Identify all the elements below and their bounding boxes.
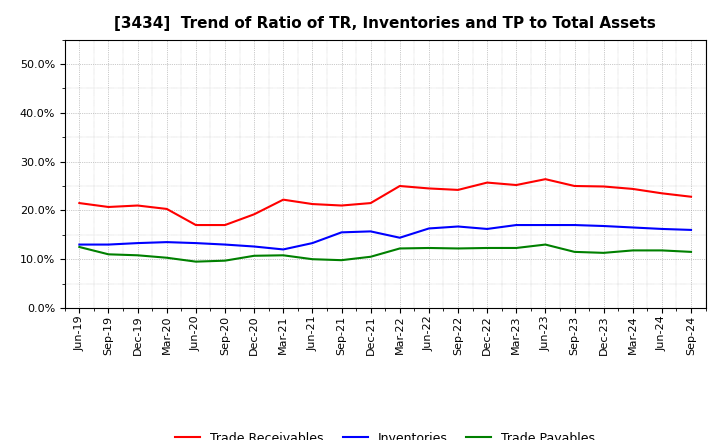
Trade Receivables	[570, 183, 579, 189]
Trade Payables	[512, 246, 521, 251]
Trade Receivables	[629, 186, 637, 191]
Trade Receivables	[337, 203, 346, 208]
Inventories	[308, 240, 317, 246]
Trade Receivables	[483, 180, 492, 185]
Trade Receivables	[541, 176, 550, 182]
Inventories	[366, 229, 375, 234]
Inventories	[163, 239, 171, 245]
Inventories	[570, 222, 579, 227]
Trade Receivables	[599, 184, 608, 189]
Trade Payables	[250, 253, 258, 258]
Trade Payables	[308, 257, 317, 262]
Trade Payables	[163, 255, 171, 260]
Trade Payables	[192, 259, 200, 264]
Inventories	[133, 240, 142, 246]
Inventories	[279, 247, 287, 252]
Inventories	[454, 224, 462, 229]
Trade Payables	[75, 244, 84, 249]
Trade Receivables	[279, 197, 287, 202]
Trade Receivables	[657, 191, 666, 196]
Trade Receivables	[104, 204, 113, 209]
Trade Payables	[337, 257, 346, 263]
Inventories	[395, 235, 404, 240]
Trade Payables	[541, 242, 550, 247]
Trade Payables	[599, 250, 608, 256]
Trade Receivables	[75, 201, 84, 206]
Trade Payables	[104, 252, 113, 257]
Trade Receivables	[163, 206, 171, 212]
Trade Receivables	[395, 183, 404, 189]
Trade Receivables	[308, 202, 317, 207]
Trade Payables	[220, 258, 229, 263]
Inventories	[541, 222, 550, 227]
Inventories	[104, 242, 113, 247]
Inventories	[425, 226, 433, 231]
Inventories	[75, 242, 84, 247]
Inventories	[220, 242, 229, 247]
Trade Receivables	[250, 212, 258, 217]
Title: [3434]  Trend of Ratio of TR, Inventories and TP to Total Assets: [3434] Trend of Ratio of TR, Inventories…	[114, 16, 656, 32]
Trade Receivables	[454, 187, 462, 193]
Trade Payables	[366, 254, 375, 260]
Inventories	[483, 226, 492, 231]
Inventories	[599, 224, 608, 229]
Trade Receivables	[133, 203, 142, 208]
Line: Trade Receivables: Trade Receivables	[79, 179, 691, 225]
Trade Payables	[483, 246, 492, 251]
Inventories	[687, 227, 696, 233]
Trade Receivables	[192, 222, 200, 227]
Trade Receivables	[512, 183, 521, 188]
Inventories	[657, 226, 666, 231]
Legend: Trade Receivables, Inventories, Trade Payables: Trade Receivables, Inventories, Trade Pa…	[170, 427, 600, 440]
Inventories	[337, 230, 346, 235]
Trade Receivables	[687, 194, 696, 199]
Trade Receivables	[425, 186, 433, 191]
Trade Receivables	[220, 222, 229, 227]
Trade Payables	[133, 253, 142, 258]
Inventories	[250, 244, 258, 249]
Trade Payables	[570, 249, 579, 254]
Trade Payables	[395, 246, 404, 251]
Trade Payables	[279, 253, 287, 258]
Inventories	[629, 225, 637, 230]
Inventories	[512, 222, 521, 227]
Trade Payables	[425, 246, 433, 251]
Trade Receivables	[366, 201, 375, 206]
Trade Payables	[687, 249, 696, 254]
Trade Payables	[629, 248, 637, 253]
Inventories	[192, 240, 200, 246]
Trade Payables	[657, 248, 666, 253]
Line: Inventories: Inventories	[79, 225, 691, 249]
Line: Trade Payables: Trade Payables	[79, 245, 691, 262]
Trade Payables	[454, 246, 462, 251]
